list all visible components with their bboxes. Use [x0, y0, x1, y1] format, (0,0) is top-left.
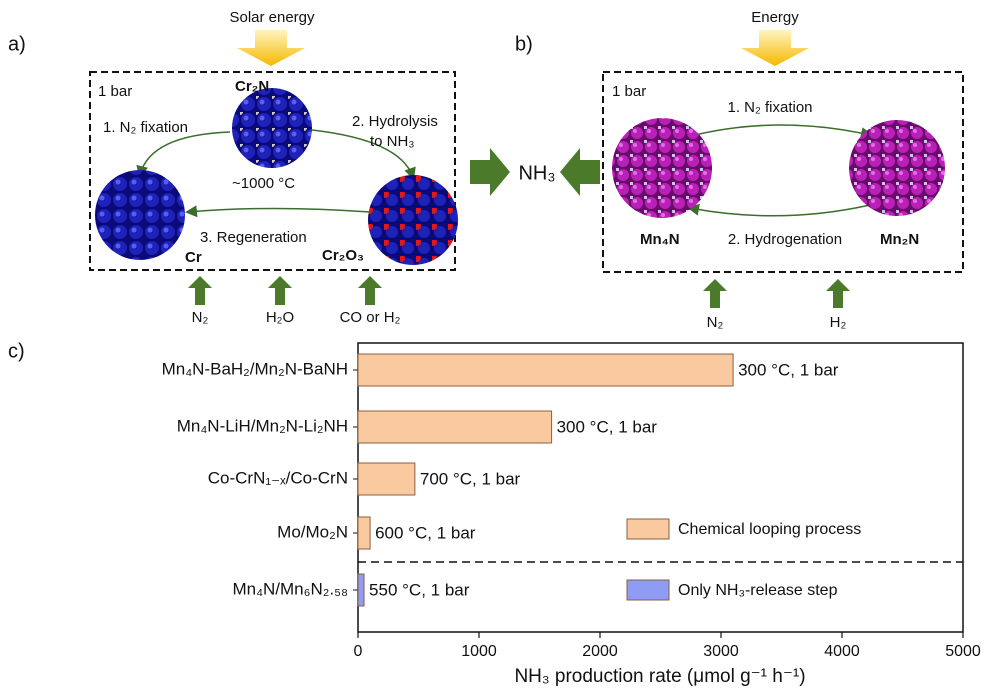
x-tick-label: 3000	[703, 643, 739, 660]
bar	[357, 573, 365, 607]
arrow	[560, 148, 600, 196]
input: CO or H₂	[340, 309, 401, 326]
energy-arrow	[237, 30, 305, 66]
pressure: 1 bar	[612, 83, 646, 100]
bar-label: 300 °C, 1 bar	[557, 417, 658, 436]
x-tick-label: 5000	[945, 643, 981, 660]
cr2n-sphere	[232, 88, 312, 168]
species: Mn₂N	[880, 231, 919, 248]
temperature: ~1000 °C	[232, 175, 295, 192]
step: 3. Regeneration	[200, 229, 307, 246]
mn2n-sphere	[849, 120, 945, 216]
cr-sphere	[95, 170, 185, 260]
input: H₂O	[266, 309, 294, 326]
step: 2. Hydrogenation	[728, 231, 842, 248]
input-arrows	[703, 279, 850, 308]
y-tick-label: Mo/Mo₂N	[277, 522, 348, 541]
bar-label: 700 °C, 1 bar	[420, 469, 521, 488]
cycle-arrow	[185, 205, 371, 218]
y-tick-label: Mn₄N-BaH₂/Mn₂N-BaNH	[162, 359, 348, 378]
bar	[357, 462, 416, 496]
x-axis-title: NH₃ production rate (μmol g⁻¹ h⁻¹)	[514, 666, 805, 687]
panel-label: a)	[8, 33, 26, 55]
box	[602, 71, 964, 273]
panel-label: c)	[8, 340, 25, 362]
species: Cr₂O₃	[322, 247, 364, 264]
energy-label: Solar energy	[229, 9, 315, 26]
bar-label: 550 °C, 1 bar	[369, 580, 470, 599]
legend-swatch	[626, 518, 670, 540]
panel-label: b)	[515, 33, 533, 55]
input: N₂	[192, 309, 209, 326]
energy-label: Energy	[751, 9, 799, 26]
legend-label: Chemical looping process	[678, 521, 861, 538]
mn4n-sphere	[612, 118, 712, 218]
product: NH₃	[518, 162, 555, 184]
cycle-arrow	[311, 129, 416, 180]
step: 2. Hydrolysis	[352, 113, 438, 130]
input-arrows	[188, 276, 382, 305]
cycle-arrow	[136, 131, 231, 178]
x-tick-label: 1000	[461, 643, 497, 660]
step: 1. N₂ fixation	[727, 99, 812, 116]
bar-label: 300 °C, 1 bar	[738, 360, 839, 379]
cycle-arrow	[694, 124, 873, 139]
x-tick-label: 4000	[824, 643, 860, 660]
box	[89, 71, 456, 271]
pressure: 1 bar	[98, 83, 132, 100]
species: Mn₄N	[640, 231, 680, 248]
input: H₂	[830, 314, 847, 331]
bar-chart: 0 1000 2000 3000 4000 5000 Mn₄N-BaH₂/Mn₂N-BaNH…	[162, 353, 981, 660]
input: N₂	[707, 314, 724, 331]
species: Cr	[185, 249, 202, 266]
legend-swatch	[626, 579, 670, 601]
species: Cr₂N	[235, 78, 269, 95]
y-tick-label: Mn₄N/Mn₆N₂.₅₈	[232, 579, 348, 598]
y-tick-label: Mn₄N-LiH/Mn₂N-Li₂NH	[177, 416, 348, 435]
cycle-arrow	[687, 203, 871, 217]
x-tick-label: 0	[354, 643, 363, 660]
bar	[357, 410, 553, 444]
energy-arrow	[741, 30, 809, 66]
bar	[357, 516, 371, 550]
x-tick-label: 2000	[582, 643, 618, 660]
legend-label: Only NH₃-release step	[678, 582, 838, 599]
bar-label: 600 °C, 1 bar	[375, 523, 476, 542]
step: 1. N₂ fixation	[103, 119, 188, 136]
arrow	[470, 148, 510, 196]
bar	[357, 353, 734, 387]
step: to NH₃	[370, 133, 414, 150]
cr2o3-sphere	[368, 175, 458, 265]
y-tick-label: Co-CrN₁₋ₓ/Co-CrN	[208, 468, 348, 487]
